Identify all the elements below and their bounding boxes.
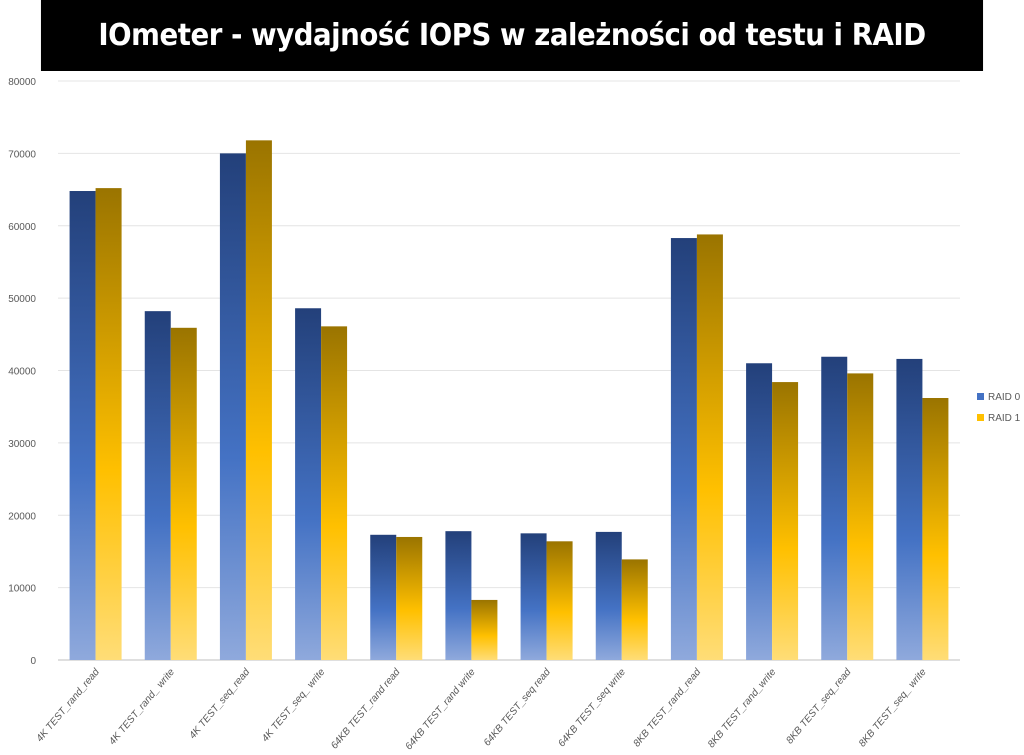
x-tick-label: 8KB TEST_rand_write: [706, 667, 779, 751]
x-tick-label: 4K TEST_rand_ write: [107, 667, 177, 748]
bar-raid-0: [670, 238, 697, 660]
bar-raid-0: [821, 356, 848, 660]
bar-raid-1: [546, 541, 573, 660]
bar-raid-0: [144, 311, 171, 660]
x-tick-label: 4K TEST_seq_read: [187, 667, 252, 742]
legend-swatch: [977, 414, 984, 421]
x-tick-label: 4K TEST_rand_read: [34, 667, 102, 745]
y-tick-label: 80000: [8, 77, 36, 88]
x-tick-label: 64KB TEST_seq write: [556, 667, 628, 750]
y-tick-label: 30000: [8, 439, 36, 450]
bar-raid-1: [95, 188, 122, 661]
y-tick-label: 60000: [8, 222, 36, 233]
x-tick-label: 64KB TEST_rand write: [404, 667, 478, 753]
y-tick-label: 70000: [8, 149, 36, 160]
bar-raid-0: [595, 531, 622, 660]
chart-title: IOmeter - wydajność IOPS w zależności od…: [40, 0, 984, 71]
y-tick-label: 40000: [8, 367, 36, 378]
x-tick-label: 8KB TEST_seq_read: [784, 667, 853, 747]
x-tick-label: 8KB TEST_seq_ write: [857, 667, 929, 750]
bar-raid-1: [922, 398, 949, 660]
bar-raid-0: [746, 363, 773, 660]
bar-raid-1: [471, 599, 498, 660]
x-tick-label: 64KB TEST_rand read: [329, 667, 403, 752]
x-tick-label: 64KB TEST_seq read: [482, 667, 553, 749]
bar-raid-1: [245, 140, 272, 660]
legend-label: RAID 1: [988, 413, 1021, 424]
bar-raid-1: [847, 373, 874, 660]
x-tick-label: 8KB TEST_rand_read: [632, 667, 704, 750]
legend-swatch: [977, 393, 984, 400]
bar-raid-0: [445, 531, 472, 660]
bar-raid-0: [370, 534, 397, 660]
y-tick-label: 10000: [8, 584, 36, 595]
bar-raid-0: [520, 533, 547, 660]
bar-raid-0: [896, 358, 923, 660]
y-tick-label: 20000: [8, 511, 36, 522]
bar-raid-1: [621, 559, 648, 660]
bar-raid-1: [396, 536, 423, 660]
y-tick-label: 50000: [8, 294, 36, 305]
bar-raid-1: [321, 326, 348, 660]
bar-raid-0: [69, 191, 96, 660]
legend-label: RAID 0: [988, 392, 1021, 403]
x-tick-label: 4K TEST_seq_ write: [260, 667, 328, 745]
y-tick-label: 0: [30, 656, 36, 667]
bar-raid-1: [170, 327, 197, 660]
bar-raid-1: [772, 382, 799, 660]
bar-raid-0: [219, 153, 246, 660]
bar-raid-1: [696, 234, 723, 660]
bar-raid-0: [295, 308, 322, 660]
